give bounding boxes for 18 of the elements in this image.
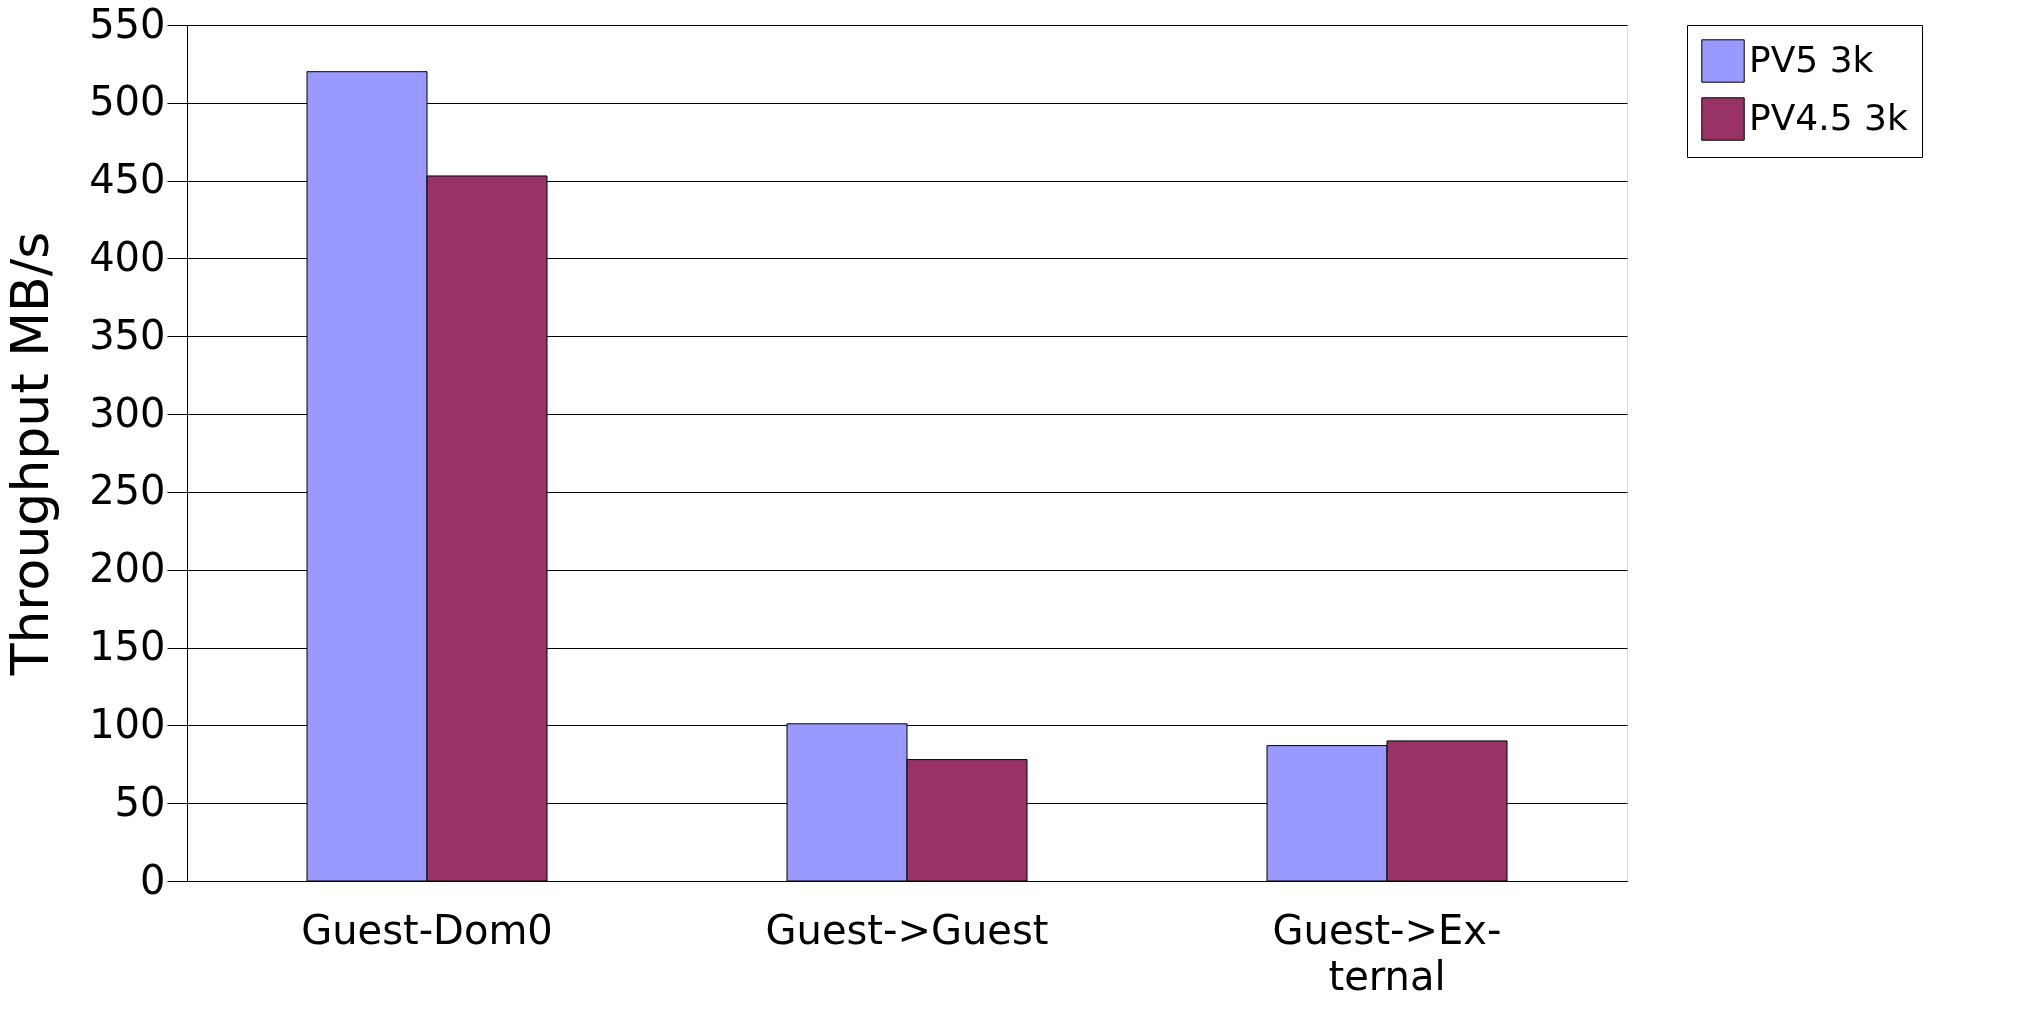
legend-label: PV5 3k <box>1749 39 1874 80</box>
y-tick-label: 350 <box>89 311 166 358</box>
y-tick-label: 150 <box>89 623 166 670</box>
x-tick-label: Guest->Ex- ternal <box>1272 906 1502 999</box>
y-tick-label: 200 <box>89 545 166 592</box>
y-axis-title: Throughput MB/s <box>0 231 61 677</box>
y-tick-label: 100 <box>89 700 166 747</box>
x-tick-label: Guest->Guest <box>765 906 1049 953</box>
y-tick-label: 300 <box>89 389 166 436</box>
y-tick-label: 250 <box>89 467 166 514</box>
legend-label: PV4.5 3k <box>1749 97 1908 138</box>
y-tick-label: 0 <box>140 856 166 903</box>
y-tick-label: 450 <box>89 156 166 203</box>
x-tick-label: Guest-Dom0 <box>301 906 553 953</box>
y-tick-label: 50 <box>114 778 166 825</box>
y-tick-label: 400 <box>89 233 166 280</box>
y-tick-label: 500 <box>89 78 166 125</box>
y-tick-label: 550 <box>89 0 166 47</box>
